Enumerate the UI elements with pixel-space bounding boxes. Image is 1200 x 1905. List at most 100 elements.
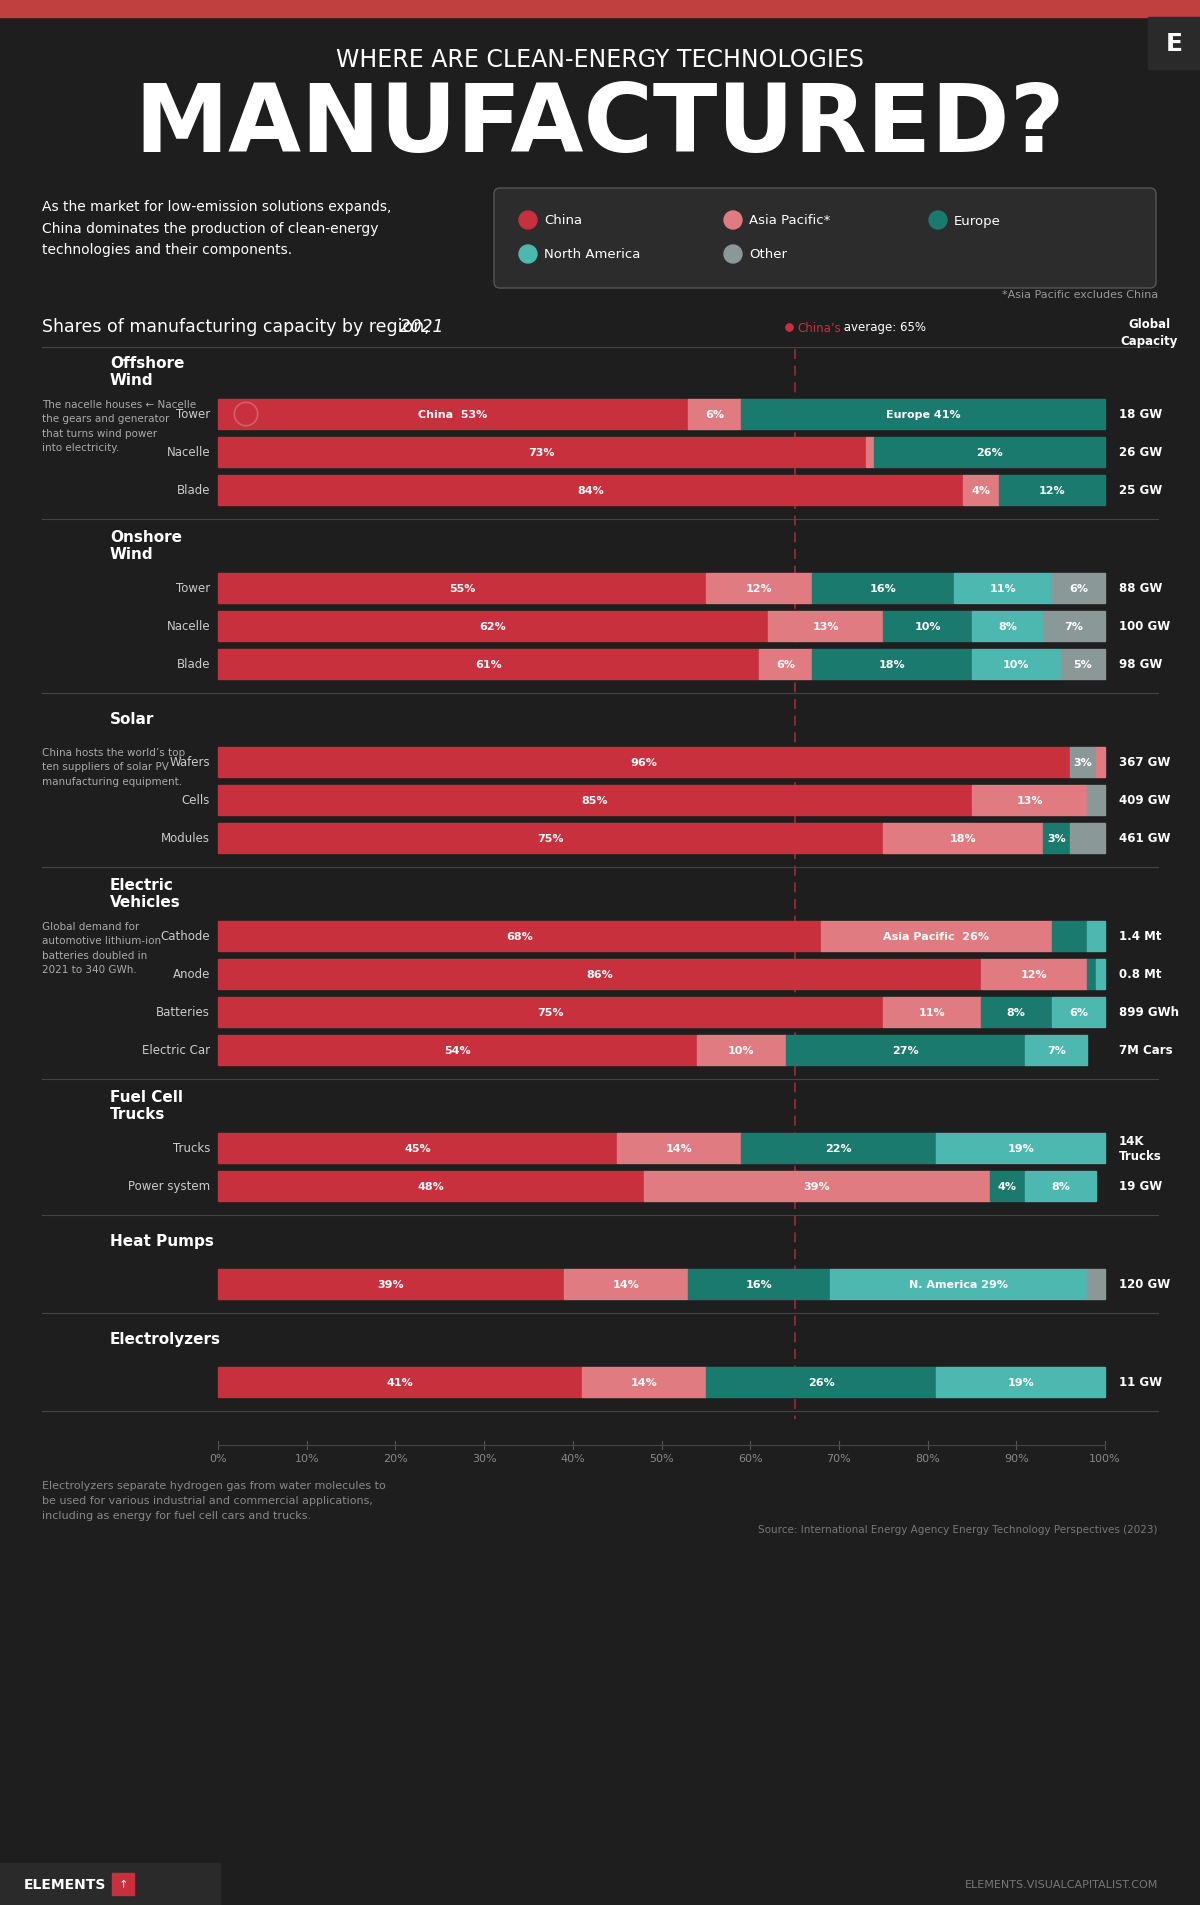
Text: Offshore
Wind: Offshore Wind — [110, 356, 185, 389]
Text: 11%: 11% — [919, 1008, 946, 1017]
Text: 7M Cars: 7M Cars — [1120, 1044, 1172, 1057]
Text: Fuel Cell
Trucks: Fuel Cell Trucks — [110, 1090, 182, 1122]
Circle shape — [234, 402, 258, 427]
Text: 40%: 40% — [560, 1454, 586, 1463]
Text: 98 GW: 98 GW — [1120, 657, 1163, 671]
Bar — [768, 612, 883, 642]
Text: 39%: 39% — [378, 1280, 404, 1290]
Text: 3%: 3% — [1046, 834, 1066, 844]
Text: 8%: 8% — [998, 621, 1016, 632]
Text: 30%: 30% — [472, 1454, 497, 1463]
Bar — [1051, 573, 1105, 604]
Bar — [564, 1269, 688, 1299]
Text: N. America 29%: N. America 29% — [910, 1280, 1008, 1290]
Text: Tower: Tower — [175, 408, 210, 421]
Bar — [972, 612, 1043, 642]
Text: 0.8 Mt: 0.8 Mt — [1120, 968, 1162, 981]
Text: Other: Other — [749, 248, 787, 261]
Text: Electric
Vehicles: Electric Vehicles — [110, 878, 181, 911]
Bar — [1043, 823, 1069, 853]
Text: 39%: 39% — [804, 1181, 830, 1191]
Text: ELEMENTS: ELEMENTS — [24, 1876, 107, 1892]
Text: 27%: 27% — [892, 1046, 919, 1055]
Text: 18 GW: 18 GW — [1120, 408, 1163, 421]
Text: 68%: 68% — [506, 932, 533, 941]
Text: Europe: Europe — [954, 215, 1001, 227]
Bar — [1069, 747, 1096, 777]
Circle shape — [520, 246, 538, 265]
Text: Heat Pumps: Heat Pumps — [110, 1234, 214, 1250]
Text: 19%: 19% — [1007, 1377, 1034, 1387]
Text: 62%: 62% — [480, 621, 506, 632]
Text: Shares of manufacturing capacity by region,: Shares of manufacturing capacity by regi… — [42, 318, 430, 335]
Bar — [786, 1036, 1025, 1065]
Circle shape — [236, 404, 256, 425]
Text: 4%: 4% — [998, 1181, 1016, 1191]
Text: 6%: 6% — [706, 410, 725, 419]
Text: 60%: 60% — [738, 1454, 762, 1463]
Bar — [1096, 747, 1105, 777]
Text: WHERE ARE CLEAN-ENERGY TECHNOLOGIES: WHERE ARE CLEAN-ENERGY TECHNOLOGIES — [336, 48, 864, 72]
Text: 26%: 26% — [977, 448, 1003, 457]
Text: 19 GW: 19 GW — [1120, 1179, 1163, 1193]
Text: 4%: 4% — [971, 486, 990, 495]
Text: 45%: 45% — [404, 1143, 431, 1153]
Bar — [688, 400, 742, 431]
Text: 85%: 85% — [582, 796, 608, 806]
Bar — [812, 650, 972, 680]
Text: Modules: Modules — [161, 832, 210, 846]
Bar — [218, 1133, 617, 1164]
Bar — [218, 785, 972, 815]
Bar — [218, 998, 883, 1027]
Text: 41%: 41% — [386, 1377, 413, 1387]
Circle shape — [929, 211, 947, 231]
Bar — [1051, 922, 1087, 951]
Text: 100 GW: 100 GW — [1120, 621, 1170, 632]
Bar — [1051, 998, 1105, 1027]
Bar — [883, 823, 1043, 853]
Text: Global
Capacity: Global Capacity — [1121, 318, 1177, 349]
Text: Onshore
Wind: Onshore Wind — [110, 530, 182, 562]
Text: 461 GW: 461 GW — [1120, 832, 1170, 846]
Text: 11%: 11% — [990, 583, 1016, 594]
Text: China hosts the world’s top
ten suppliers of solar PV
manufacturing equipment.: China hosts the world’s top ten supplier… — [42, 747, 185, 787]
Text: Electrolyzers separate hydrogen gas from water molecules to
be used for various : Electrolyzers separate hydrogen gas from… — [42, 1480, 385, 1520]
Bar — [1087, 960, 1096, 989]
Text: 367 GW: 367 GW — [1120, 756, 1170, 770]
Bar — [706, 573, 812, 604]
Bar — [218, 650, 760, 680]
Text: 26%: 26% — [808, 1377, 834, 1387]
Text: 8%: 8% — [1051, 1181, 1070, 1191]
Text: Electric Car: Electric Car — [142, 1044, 210, 1057]
FancyBboxPatch shape — [494, 189, 1156, 290]
Bar — [812, 573, 954, 604]
Text: 10%: 10% — [1003, 659, 1030, 671]
Bar — [1069, 823, 1105, 853]
Text: Nacelle: Nacelle — [167, 621, 210, 632]
Text: 16%: 16% — [870, 583, 896, 594]
Text: 61%: 61% — [475, 659, 502, 671]
Bar — [972, 785, 1087, 815]
Text: Blade: Blade — [176, 484, 210, 497]
Bar — [688, 1269, 830, 1299]
Text: 899 GWh: 899 GWh — [1120, 1006, 1178, 1019]
Text: 88 GW: 88 GW — [1120, 583, 1163, 594]
Text: Anode: Anode — [173, 968, 210, 981]
Text: 54%: 54% — [444, 1046, 470, 1055]
Bar — [617, 1133, 742, 1164]
Text: 90%: 90% — [1004, 1454, 1028, 1463]
Text: Cathode: Cathode — [161, 930, 210, 943]
Bar — [883, 998, 980, 1027]
Text: China’s: China’s — [798, 322, 841, 333]
Circle shape — [724, 211, 742, 231]
Text: Tower: Tower — [175, 583, 210, 594]
Text: 55%: 55% — [449, 583, 475, 594]
Text: The nacelle houses ← Nacelle
the gears and generator
that turns wind power
into : The nacelle houses ← Nacelle the gears a… — [42, 400, 196, 453]
Bar — [830, 1269, 1087, 1299]
Text: 75%: 75% — [538, 1008, 564, 1017]
Bar — [0, 0, 1200, 17]
Text: 16%: 16% — [745, 1280, 773, 1290]
Bar — [218, 1368, 582, 1396]
Text: 14K
Trucks: 14K Trucks — [1120, 1133, 1162, 1162]
Bar — [875, 438, 1105, 469]
